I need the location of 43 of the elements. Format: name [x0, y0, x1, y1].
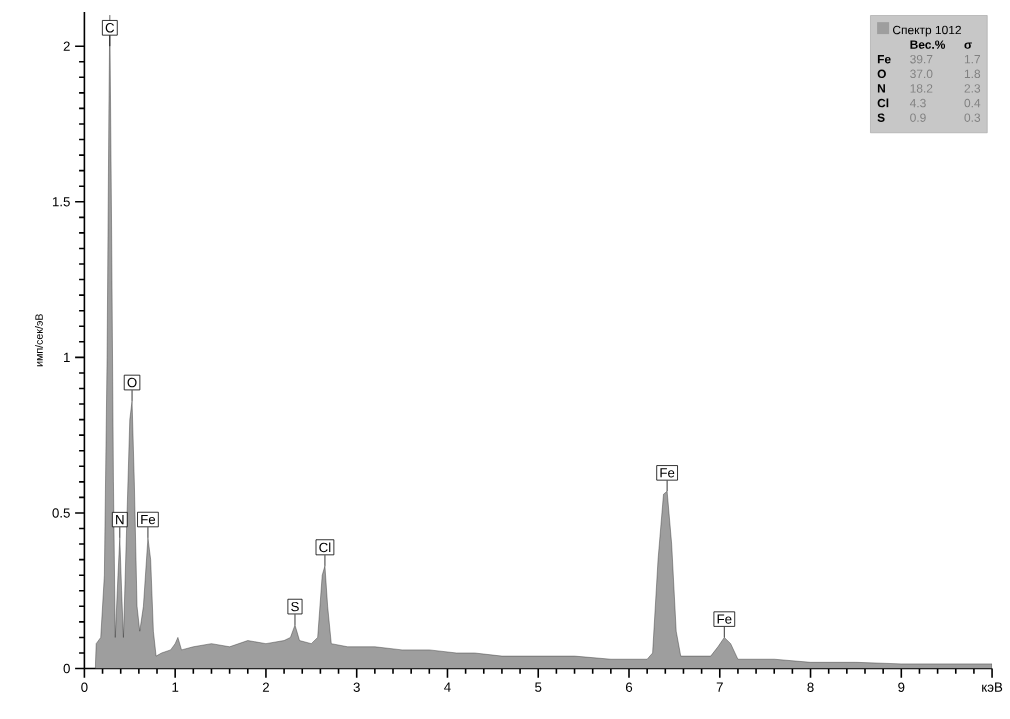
- legend-label: Спектр 1012: [893, 25, 961, 37]
- annotation: C: [105, 22, 115, 33]
- x-tick-label: 6: [625, 682, 633, 692]
- x-tick-label: 4: [444, 682, 451, 692]
- annotation: Cl: [319, 542, 331, 552]
- annotation: 1.8: [964, 69, 981, 78]
- x-tick-label: 3: [353, 682, 360, 692]
- y-tick-label: 1.5: [52, 196, 70, 207]
- annotation: Fe: [717, 614, 732, 624]
- y-tick-label: 0: [63, 663, 70, 674]
- annotation: 18.2: [910, 84, 933, 93]
- x-tick-label: 1: [172, 682, 179, 692]
- annotation: 4.3: [909, 98, 926, 108]
- annotation: N: [877, 84, 885, 93]
- annotation: 0.3: [964, 113, 981, 122]
- x-tick-label: 0: [81, 682, 88, 692]
- annotation: 2.3: [964, 84, 981, 93]
- annotation: Вес.%: [910, 40, 946, 49]
- annotation: σ: [964, 42, 972, 49]
- annotation: N: [116, 514, 124, 524]
- annotation: S: [877, 113, 885, 122]
- y-tick-label: 0.5: [52, 508, 70, 518]
- annotation: 39.7: [910, 54, 933, 64]
- y-axis-title: имп/сек/эВ: [35, 313, 43, 366]
- annotation: Fe: [877, 54, 891, 64]
- y-tick-label: 1: [64, 352, 70, 362]
- annotation: 37.0: [910, 69, 933, 78]
- x-tick-label: 5: [535, 682, 542, 692]
- annotation: 1.7: [964, 54, 981, 64]
- annotation: Fe: [660, 468, 675, 478]
- x-tick-label: 8: [807, 682, 814, 692]
- x-tick-label: 9: [898, 682, 905, 692]
- annotation: Cl: [877, 98, 889, 108]
- annotation: O: [127, 377, 137, 388]
- annotation: 0.4: [964, 98, 981, 108]
- annotation: O: [877, 69, 886, 78]
- x-tick-label: кэВ: [982, 682, 1003, 692]
- annotation: Fe: [141, 514, 156, 524]
- annotation: S: [291, 601, 299, 612]
- y-tick-label: 2: [63, 41, 70, 51]
- x-tick-label: 7: [716, 682, 723, 692]
- x-tick-label: 2: [262, 682, 269, 692]
- annotation: 0.9: [910, 113, 926, 122]
